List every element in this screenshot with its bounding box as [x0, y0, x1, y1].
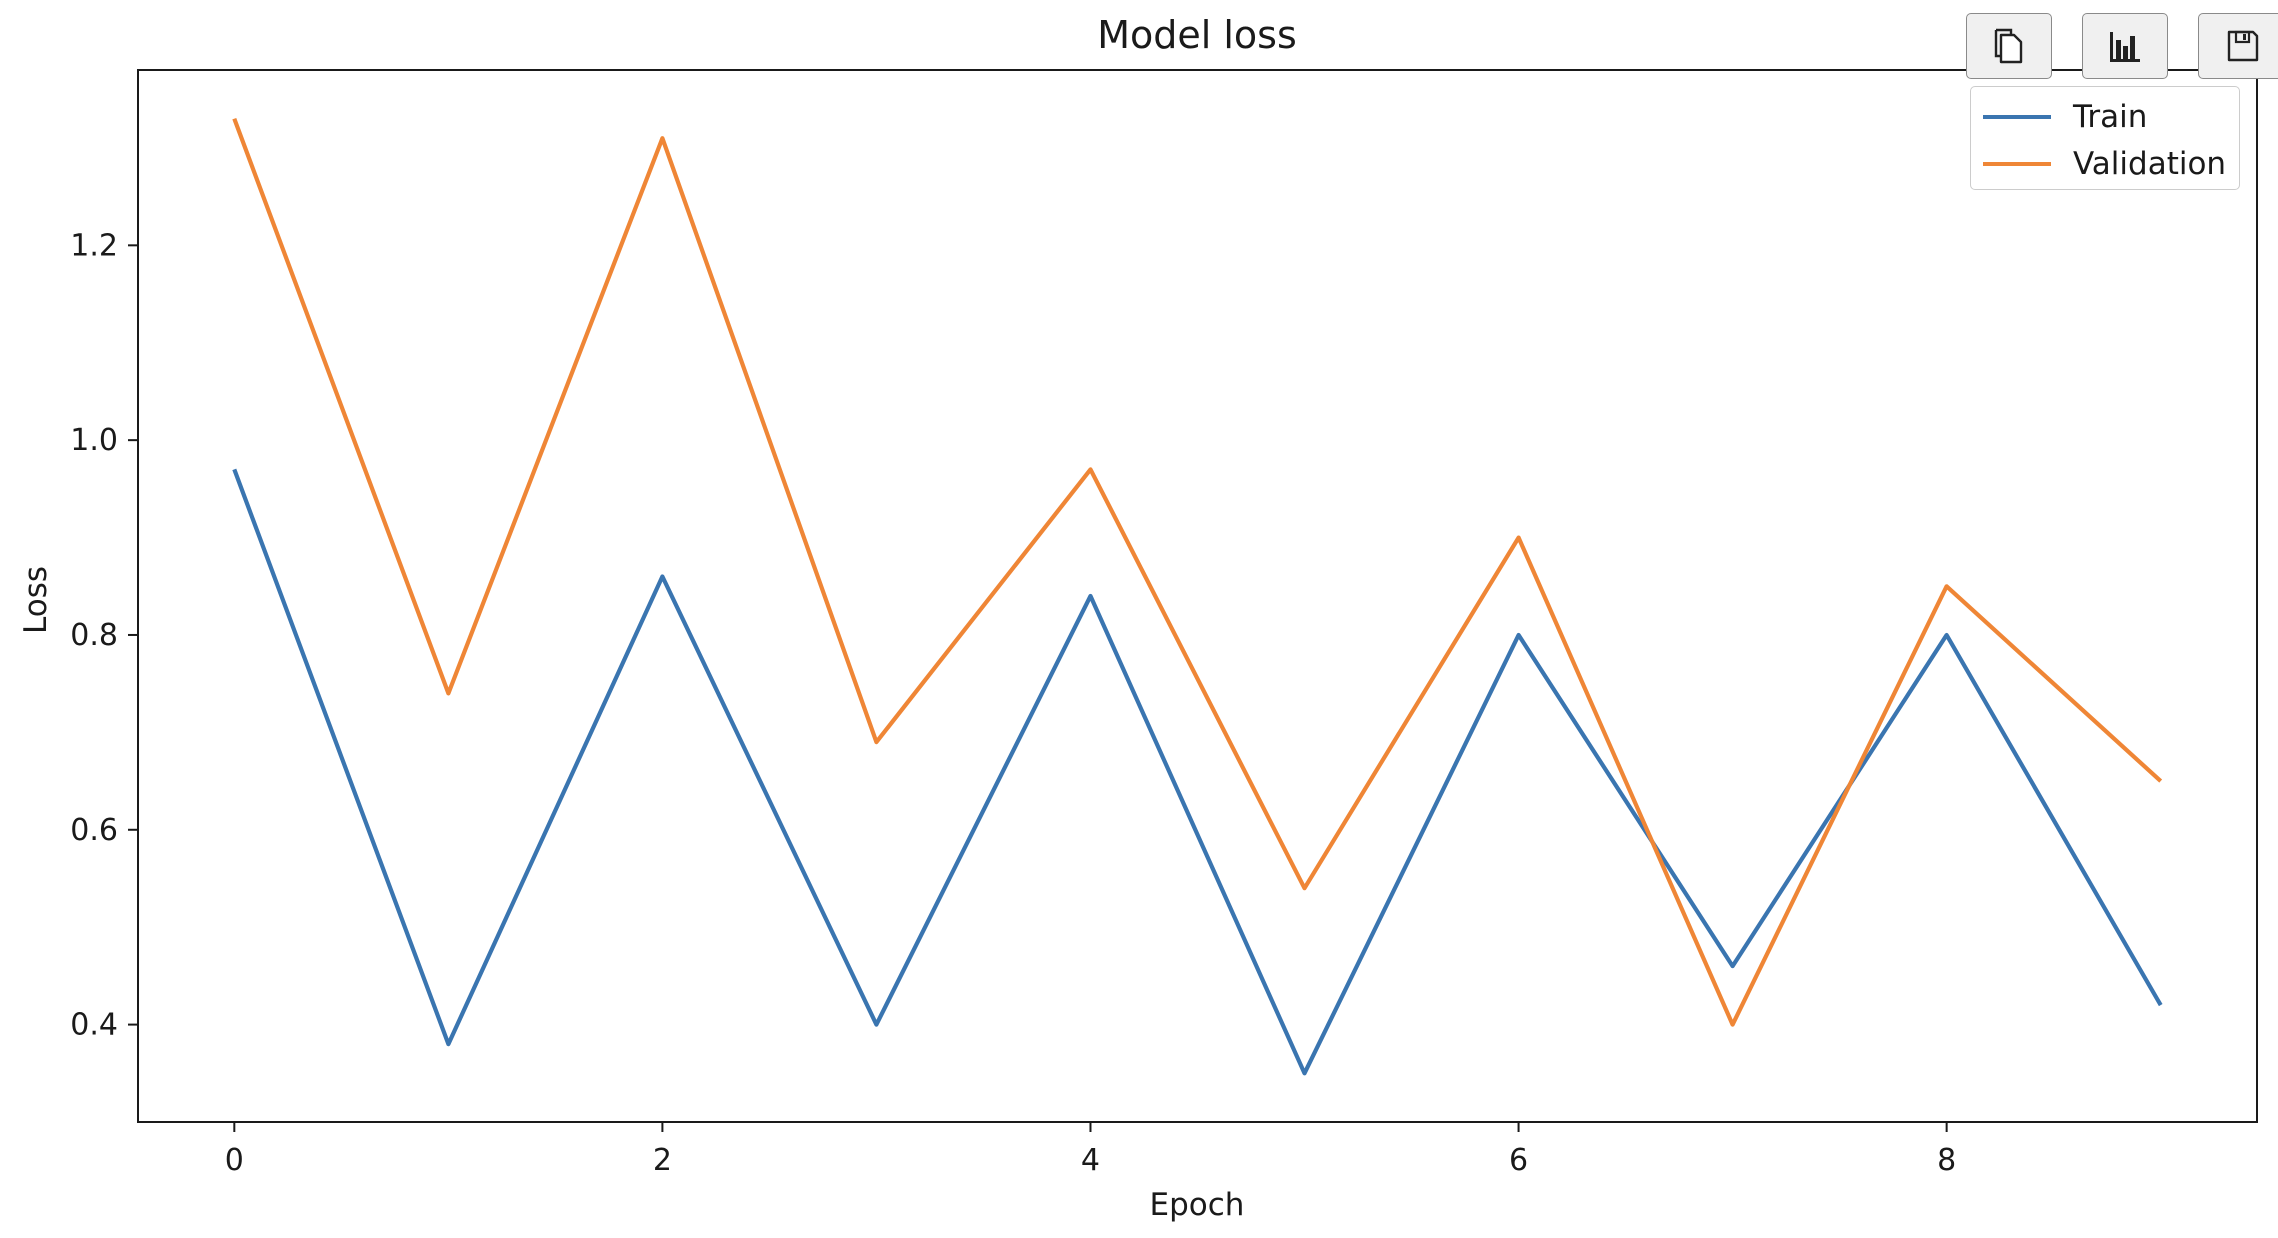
- legend-item-train: Train: [1983, 97, 2147, 137]
- legend-label-validation: Validation: [2073, 146, 2227, 182]
- x-tick-label: 6: [1509, 1143, 1528, 1178]
- bar-chart-icon: [2105, 26, 2145, 66]
- legend-item-validation: Validation: [1983, 144, 2226, 184]
- x-axis-label: Epoch: [1150, 1187, 1245, 1223]
- series-line-train: [232, 468, 2163, 1076]
- chart-legend: Train Validation: [1970, 86, 2240, 190]
- x-tick-label: 0: [225, 1143, 244, 1178]
- save-icon: [2223, 26, 2263, 66]
- y-tick-label: 1.0: [70, 423, 118, 458]
- copy-icon: [1989, 26, 2029, 66]
- legend-label-train: Train: [2073, 99, 2148, 135]
- y-axis-label: Loss: [18, 566, 54, 634]
- save-button[interactable]: [2198, 13, 2278, 79]
- y-tick-label: 0.4: [70, 1008, 118, 1043]
- x-tick-label: 2: [653, 1143, 672, 1178]
- chart-title: Model loss: [1097, 13, 1297, 57]
- plot-frame: [137, 69, 2258, 1123]
- plot-area: 0 2 4 6 8 0.4 0.6 0.8 1.0 1.2: [70, 69, 2258, 1178]
- y-tick-label: 1.2: [70, 228, 118, 263]
- series-line-validation: [232, 117, 2163, 1027]
- x-tick-label: 4: [1081, 1143, 1100, 1178]
- chart-button[interactable]: [2082, 13, 2168, 79]
- legend-swatch-validation: [1983, 162, 2051, 166]
- x-tick-label: 8: [1937, 1143, 1956, 1178]
- legend-swatch-train: [1983, 115, 2051, 119]
- copy-button[interactable]: [1966, 13, 2052, 79]
- y-tick-label: 0.8: [70, 618, 118, 653]
- y-tick-label: 0.6: [70, 813, 118, 848]
